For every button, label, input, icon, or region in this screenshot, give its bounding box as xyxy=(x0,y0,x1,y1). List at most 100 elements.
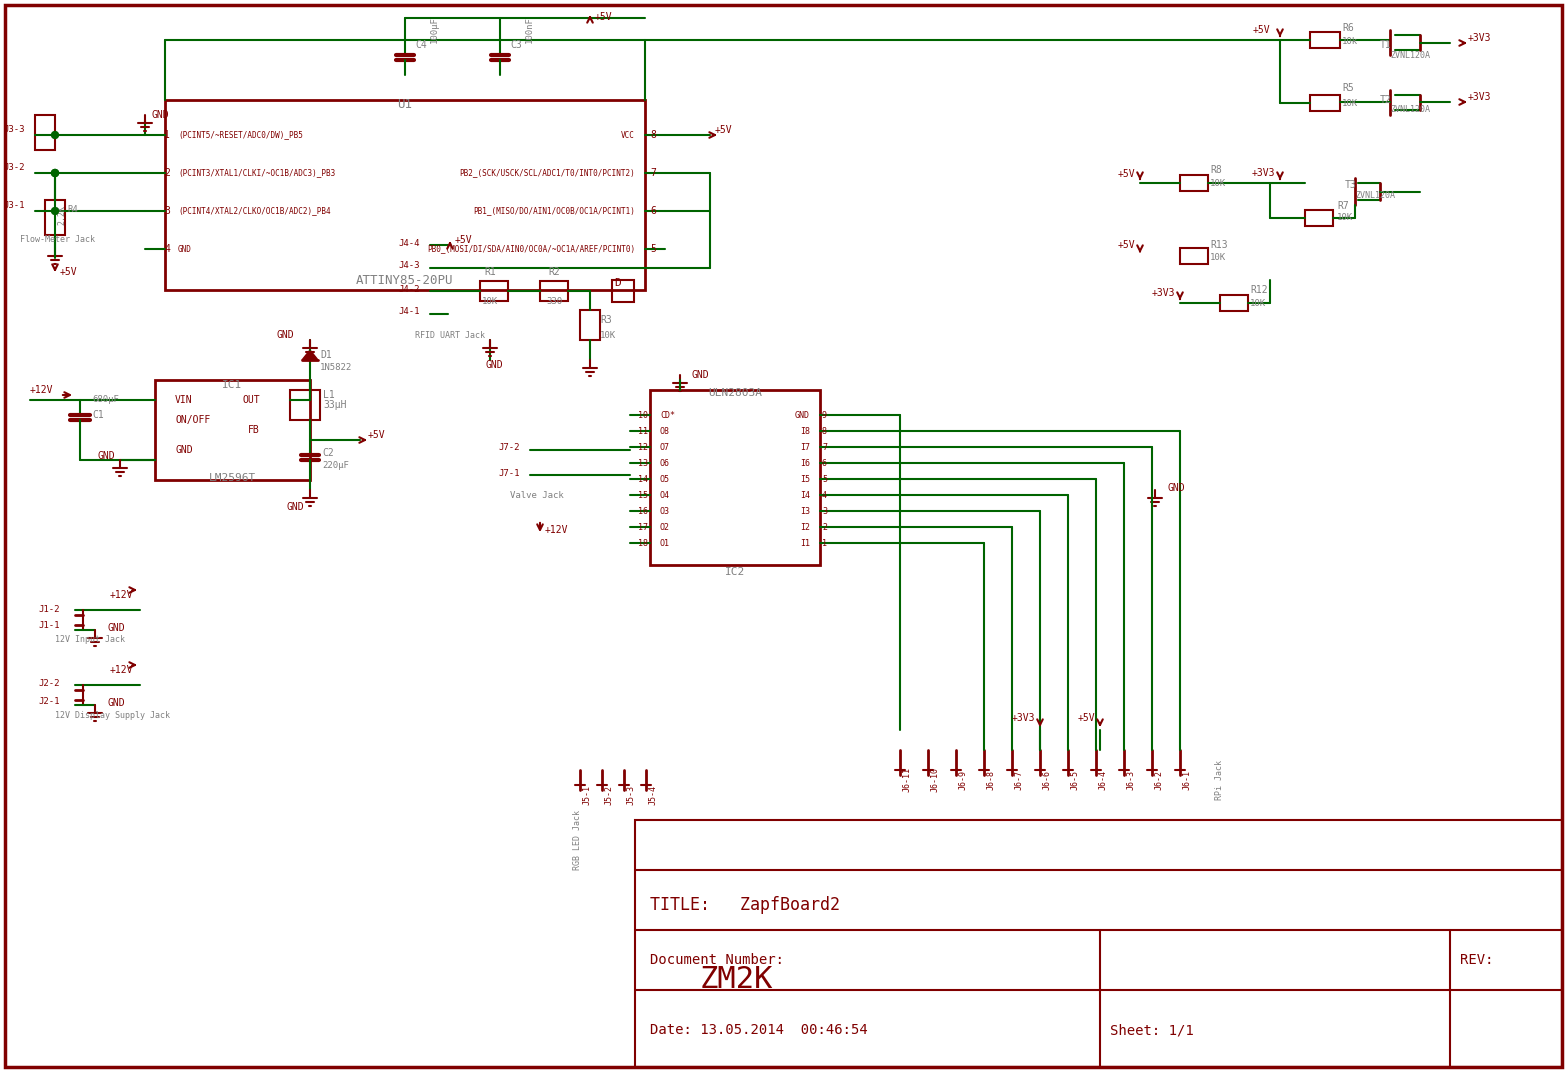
Text: RGB LED Jack: RGB LED Jack xyxy=(574,810,581,870)
Text: J3-2: J3-2 xyxy=(3,164,25,173)
Text: +5V: +5V xyxy=(1252,25,1269,35)
Text: J5-1: J5-1 xyxy=(583,785,592,805)
Text: T2: T2 xyxy=(1381,95,1391,105)
Text: R3: R3 xyxy=(600,315,611,325)
Text: 680μF: 680μF xyxy=(92,396,119,404)
Text: Sheet: 1/1: Sheet: 1/1 xyxy=(1109,1023,1194,1037)
Text: GND: GND xyxy=(486,360,503,370)
Bar xyxy=(45,200,64,235)
Text: 2: 2 xyxy=(823,522,827,532)
Text: O5: O5 xyxy=(660,475,671,483)
Text: U1: U1 xyxy=(398,99,412,111)
Text: ZVNL120A: ZVNL120A xyxy=(1390,105,1431,115)
Text: FB: FB xyxy=(248,425,260,435)
Text: GND: GND xyxy=(179,244,191,253)
Text: Valve Jack: Valve Jack xyxy=(509,491,564,500)
Text: I3: I3 xyxy=(801,506,810,516)
Text: Flow-Meter Jack: Flow-Meter Jack xyxy=(20,236,96,244)
Text: 8: 8 xyxy=(823,427,827,435)
Bar xyxy=(635,820,1562,1067)
Text: 3: 3 xyxy=(165,206,169,215)
Text: Document Number:: Document Number: xyxy=(650,953,784,967)
Text: +12V: +12V xyxy=(545,525,569,535)
Bar xyxy=(1310,32,1340,48)
Text: GND: GND xyxy=(176,445,193,455)
Text: J2-2: J2-2 xyxy=(39,680,60,688)
Text: ULN2803A: ULN2803A xyxy=(708,388,762,398)
Bar xyxy=(34,115,55,150)
Text: T3: T3 xyxy=(1344,180,1357,190)
Circle shape xyxy=(52,208,58,214)
Text: IC1: IC1 xyxy=(223,379,243,390)
Text: J6-9: J6-9 xyxy=(959,770,968,790)
Text: J6-7: J6-7 xyxy=(1015,770,1023,790)
Text: +3V3: +3V3 xyxy=(1468,33,1492,43)
Text: J4-4: J4-4 xyxy=(398,238,420,248)
Text: J6-3: J6-3 xyxy=(1127,770,1136,790)
Bar xyxy=(613,280,635,302)
Text: CD*: CD* xyxy=(660,411,675,419)
Text: ZM2K: ZM2K xyxy=(700,966,774,995)
Text: GND: GND xyxy=(276,330,295,340)
Bar xyxy=(480,281,508,301)
Text: I7: I7 xyxy=(801,443,810,451)
Text: 8: 8 xyxy=(650,130,657,140)
Text: D1: D1 xyxy=(320,349,332,360)
Text: J4-2: J4-2 xyxy=(398,284,420,294)
Text: D: D xyxy=(614,278,621,288)
Text: O8: O8 xyxy=(660,427,671,435)
Text: J3-1: J3-1 xyxy=(3,202,25,210)
Text: I8: I8 xyxy=(801,427,810,435)
Text: 10K: 10K xyxy=(1337,213,1354,223)
Text: 7: 7 xyxy=(823,443,827,451)
Text: +12V: +12V xyxy=(30,385,53,394)
Text: 2: 2 xyxy=(165,168,169,178)
Text: 10: 10 xyxy=(638,411,649,419)
Text: 12V Display Supply Jack: 12V Display Supply Jack xyxy=(55,711,169,719)
Text: J3-3: J3-3 xyxy=(3,125,25,134)
Text: C4: C4 xyxy=(415,40,426,50)
Text: GND: GND xyxy=(794,411,810,419)
Text: R7: R7 xyxy=(1337,202,1349,211)
Text: 100μF: 100μF xyxy=(429,16,439,44)
Text: 2.2K: 2.2K xyxy=(56,205,66,225)
Text: I5: I5 xyxy=(801,475,810,483)
Text: +5V: +5V xyxy=(1117,240,1135,250)
Text: 7: 7 xyxy=(650,168,657,178)
Text: 220μF: 220μF xyxy=(321,461,349,470)
Text: J7-1: J7-1 xyxy=(498,468,520,477)
Text: O6: O6 xyxy=(660,459,671,467)
Text: ZVNL120A: ZVNL120A xyxy=(1390,50,1431,60)
Text: J7-2: J7-2 xyxy=(498,444,520,452)
Text: O2: O2 xyxy=(660,522,671,532)
Text: O1: O1 xyxy=(660,538,671,548)
Text: 16: 16 xyxy=(638,506,649,516)
Text: 10K: 10K xyxy=(600,330,616,340)
Text: +5V: +5V xyxy=(60,267,78,277)
Text: +3V3: +3V3 xyxy=(1468,92,1492,102)
Text: TITLE:   ZapfBoard2: TITLE: ZapfBoard2 xyxy=(650,896,840,914)
Text: GND: GND xyxy=(97,451,114,461)
Text: 330: 330 xyxy=(545,298,563,307)
Text: 6: 6 xyxy=(650,206,657,215)
Text: 10K: 10K xyxy=(483,298,498,307)
Text: 18: 18 xyxy=(638,538,649,548)
Text: LM2596T: LM2596T xyxy=(208,473,255,483)
Text: 10K: 10K xyxy=(1210,253,1225,263)
Text: I2: I2 xyxy=(801,522,810,532)
Text: (PCINT4/XTAL2/CLKO/OC1B/ADC2)_PB4: (PCINT4/XTAL2/CLKO/OC1B/ADC2)_PB4 xyxy=(179,207,331,215)
Bar xyxy=(1310,95,1340,111)
Text: R2: R2 xyxy=(548,267,559,277)
Bar xyxy=(155,379,310,480)
Text: 4: 4 xyxy=(165,244,169,254)
Text: +5V: +5V xyxy=(1117,169,1135,179)
Text: J1-1: J1-1 xyxy=(39,622,60,630)
Text: I4: I4 xyxy=(801,491,810,500)
Text: 1: 1 xyxy=(165,130,169,140)
Text: I1: I1 xyxy=(801,538,810,548)
Bar xyxy=(541,281,567,301)
Text: I6: I6 xyxy=(801,459,810,467)
Text: J6-10: J6-10 xyxy=(931,768,940,792)
Text: 15: 15 xyxy=(638,491,649,500)
Text: C3: C3 xyxy=(509,40,522,50)
